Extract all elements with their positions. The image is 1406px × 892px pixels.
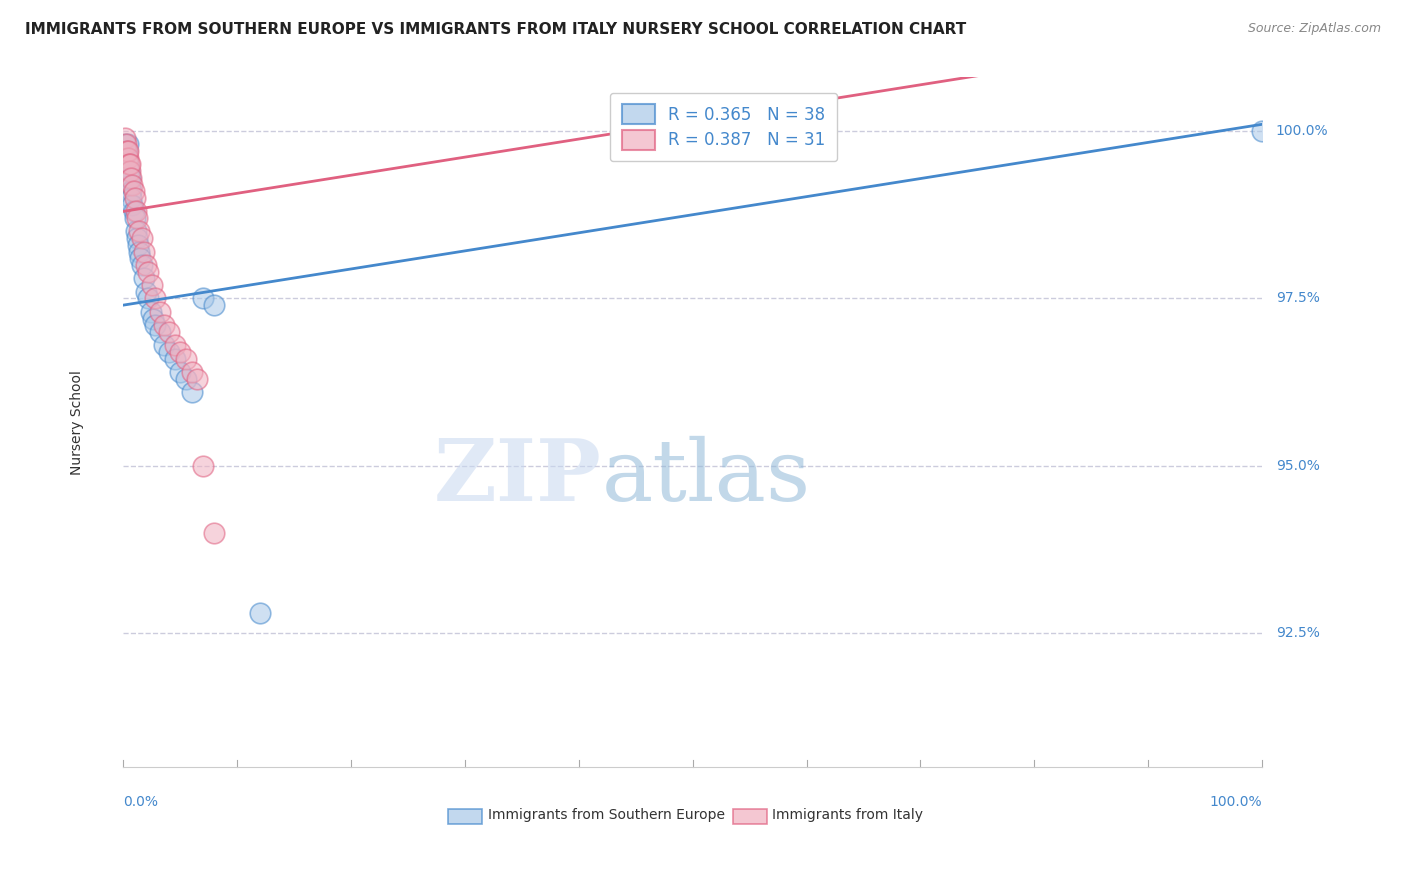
Point <box>186 372 208 386</box>
Point <box>143 318 166 333</box>
Point <box>174 372 197 386</box>
Text: 92.5%: 92.5% <box>1275 626 1320 640</box>
Point <box>117 144 139 158</box>
Point <box>120 184 142 198</box>
Point <box>204 298 226 312</box>
Point <box>122 204 145 219</box>
Point <box>115 144 138 158</box>
Text: IMMIGRANTS FROM SOUTHERN EUROPE VS IMMIGRANTS FROM ITALY NURSERY SCHOOL CORRELAT: IMMIGRANTS FROM SOUTHERN EUROPE VS IMMIG… <box>25 22 966 37</box>
Legend: R = 0.365   N = 38, R = 0.387   N = 31: R = 0.365 N = 38, R = 0.387 N = 31 <box>610 93 837 161</box>
Point <box>120 178 142 192</box>
Text: 97.5%: 97.5% <box>1275 292 1320 305</box>
Point <box>115 151 138 165</box>
Point <box>149 325 172 339</box>
Point <box>118 164 141 178</box>
Point <box>163 351 186 366</box>
Point <box>169 365 191 379</box>
Point <box>132 271 155 285</box>
Point <box>180 385 202 400</box>
Text: ZIP: ZIP <box>434 435 602 519</box>
FancyBboxPatch shape <box>733 808 766 823</box>
Text: 0.0%: 0.0% <box>124 795 159 809</box>
Point <box>120 170 142 185</box>
Point <box>120 191 142 205</box>
Point <box>157 345 180 359</box>
Point <box>125 224 148 238</box>
Point <box>121 197 143 211</box>
Point <box>204 525 226 540</box>
Point <box>115 144 138 158</box>
Point <box>114 130 136 145</box>
Point <box>124 191 146 205</box>
Point <box>125 204 148 219</box>
Point <box>143 292 166 306</box>
Point <box>191 458 214 473</box>
Point <box>249 606 271 620</box>
Point <box>163 338 186 352</box>
Point <box>153 338 176 352</box>
Text: Immigrants from Southern Europe: Immigrants from Southern Europe <box>488 808 724 822</box>
Point <box>122 184 145 198</box>
Point <box>114 137 136 152</box>
Text: Immigrants from Italy: Immigrants from Italy <box>772 808 924 822</box>
Point <box>117 151 139 165</box>
Point <box>141 278 163 293</box>
Point <box>120 164 142 178</box>
Point <box>118 157 141 171</box>
Point <box>142 311 165 326</box>
Point <box>125 231 148 245</box>
Text: Nursery School: Nursery School <box>69 370 83 475</box>
Text: Source: ZipAtlas.com: Source: ZipAtlas.com <box>1247 22 1381 36</box>
Text: atlas: atlas <box>602 436 811 519</box>
Text: 95.0%: 95.0% <box>1275 458 1320 473</box>
Point <box>135 285 157 299</box>
Point <box>120 157 142 171</box>
Point <box>125 211 148 225</box>
Point <box>128 224 150 238</box>
Point <box>120 170 142 185</box>
Point <box>131 231 153 245</box>
Point <box>174 351 197 366</box>
Point <box>118 170 141 185</box>
Point <box>128 244 150 259</box>
Text: 100.0%: 100.0% <box>1209 795 1263 809</box>
Point <box>127 237 149 252</box>
Point <box>132 244 155 259</box>
Text: 100.0%: 100.0% <box>1275 124 1329 138</box>
Point <box>180 365 202 379</box>
Point <box>157 325 180 339</box>
Point <box>138 265 160 279</box>
FancyBboxPatch shape <box>449 808 482 823</box>
Point <box>117 137 139 152</box>
Point <box>117 157 139 171</box>
Point <box>138 292 160 306</box>
Point <box>114 144 136 158</box>
Point <box>124 211 146 225</box>
Point <box>149 305 172 319</box>
Point <box>1251 124 1274 138</box>
Point <box>135 258 157 272</box>
Point <box>131 258 153 272</box>
Point <box>191 292 214 306</box>
Point <box>153 318 176 333</box>
Point <box>114 137 136 152</box>
Point <box>129 252 152 266</box>
Point <box>169 345 191 359</box>
Point <box>139 305 162 319</box>
Point <box>121 178 143 192</box>
